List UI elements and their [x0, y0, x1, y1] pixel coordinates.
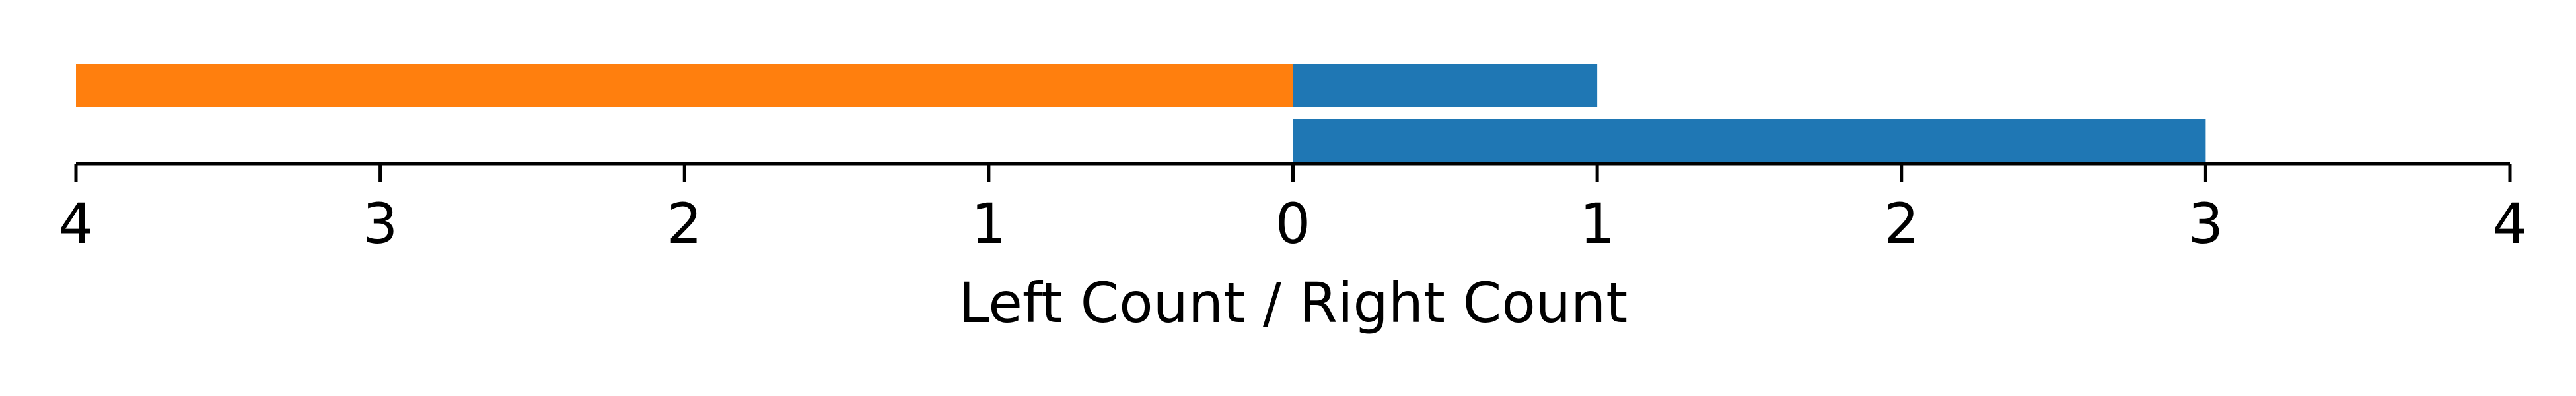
- x-tick-label: 4: [2492, 191, 2527, 256]
- bar-right-row-1: [1293, 64, 1598, 107]
- x-tick-label: 0: [1275, 191, 1310, 256]
- x-tick-label: 3: [363, 191, 398, 256]
- x-tick-label: 2: [1884, 191, 1919, 256]
- x-ticks-group: 4 3 2 1 0 1 2 3 4: [58, 164, 2528, 256]
- bar-left-row-1: [76, 64, 1293, 107]
- x-tick-label: 3: [2188, 191, 2223, 256]
- bars-group: [76, 64, 2206, 162]
- bar-right-row-2: [1293, 119, 2206, 162]
- x-tick-label: 1: [971, 191, 1006, 256]
- x-tick-label: 4: [58, 191, 93, 256]
- x-axis-label: Left Count / Right Count: [958, 271, 1628, 335]
- x-tick-label: 2: [667, 191, 702, 256]
- x-tick-label: 1: [1579, 191, 1614, 256]
